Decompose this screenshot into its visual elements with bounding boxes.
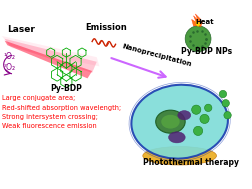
Text: Emission: Emission <box>85 22 127 32</box>
Text: Photothermal therapy: Photothermal therapy <box>142 158 238 167</box>
Text: Heat: Heat <box>195 19 213 25</box>
Ellipse shape <box>142 146 216 165</box>
Text: Laser: Laser <box>7 25 35 34</box>
Polygon shape <box>5 39 96 73</box>
Text: ³O₂: ³O₂ <box>4 63 16 72</box>
Text: Large conjugate area;: Large conjugate area; <box>2 95 75 101</box>
Text: Weak fluorescence emission: Weak fluorescence emission <box>2 123 96 129</box>
Ellipse shape <box>177 111 190 120</box>
Circle shape <box>191 105 200 114</box>
Ellipse shape <box>131 85 227 159</box>
Circle shape <box>184 26 210 52</box>
Circle shape <box>193 126 202 136</box>
Circle shape <box>204 104 211 112</box>
Text: Nanoprecipitation: Nanoprecipitation <box>121 43 192 67</box>
Polygon shape <box>5 41 92 78</box>
Circle shape <box>223 112 230 119</box>
Ellipse shape <box>161 115 179 129</box>
Circle shape <box>221 100 229 107</box>
Text: Py-BDP NPs: Py-BDP NPs <box>181 47 232 57</box>
Ellipse shape <box>168 132 184 143</box>
Text: Py-BDP: Py-BDP <box>50 84 82 93</box>
Text: Red-shifted absorption wavelength;: Red-shifted absorption wavelength; <box>2 105 120 111</box>
Polygon shape <box>195 20 200 27</box>
Circle shape <box>199 114 208 124</box>
Polygon shape <box>2 36 99 66</box>
Polygon shape <box>191 14 202 27</box>
Ellipse shape <box>155 110 184 133</box>
Text: ¹O₂: ¹O₂ <box>4 52 16 61</box>
Text: Strong intersystem crossing;: Strong intersystem crossing; <box>2 114 97 120</box>
Circle shape <box>218 90 226 98</box>
